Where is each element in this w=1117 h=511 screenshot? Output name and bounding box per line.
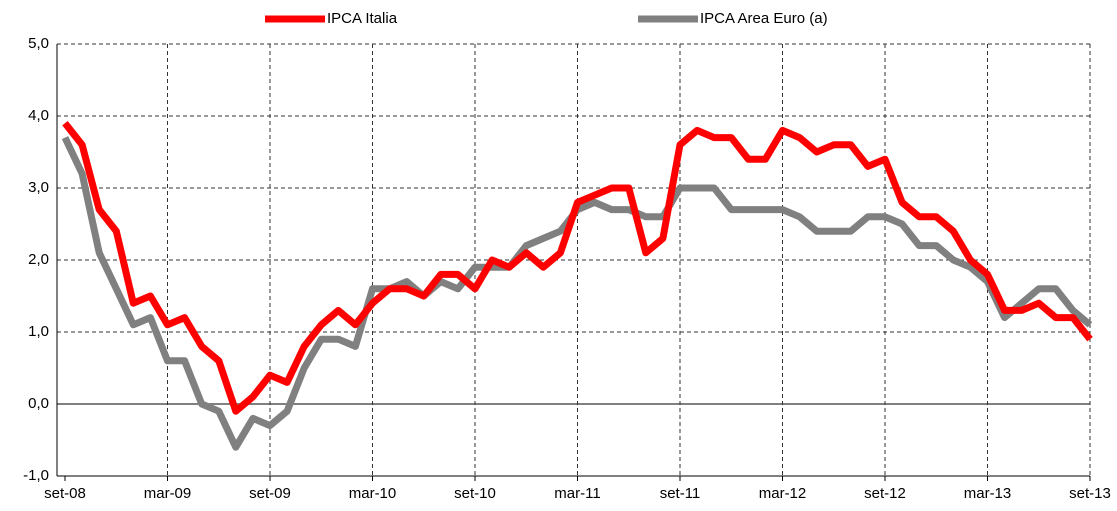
x-tick-label: mar-11 <box>554 485 600 502</box>
x-tick-label: set-12 <box>864 485 906 502</box>
y-tick-label: 5,0 <box>28 35 49 52</box>
x-tick-label: mar-10 <box>349 485 397 502</box>
legend-label: IPCA Area Euro (a) <box>700 10 828 27</box>
x-tick-label: set-13 <box>1069 485 1111 502</box>
y-tick-label: 4,0 <box>28 107 49 124</box>
x-tick-label: mar-13 <box>964 485 1012 502</box>
y-tick-label: -1,0 <box>23 467 49 484</box>
y-tick-label: 3,0 <box>28 179 49 196</box>
series-line <box>62 121 1093 415</box>
x-tick-label: set-10 <box>454 485 496 502</box>
y-tick-label: 2,0 <box>28 251 49 268</box>
x-tick-label: set-08 <box>44 485 86 502</box>
x-tick-label: set-11 <box>660 485 701 502</box>
x-tick-label: mar-09 <box>144 485 192 502</box>
y-tick-label: 0,0 <box>28 395 49 412</box>
y-tick-label: 1,0 <box>28 323 49 340</box>
x-tick-label: mar-12 <box>759 485 807 502</box>
x-tick-label: set-09 <box>249 485 291 502</box>
legend-label: IPCA Italia <box>327 10 398 27</box>
